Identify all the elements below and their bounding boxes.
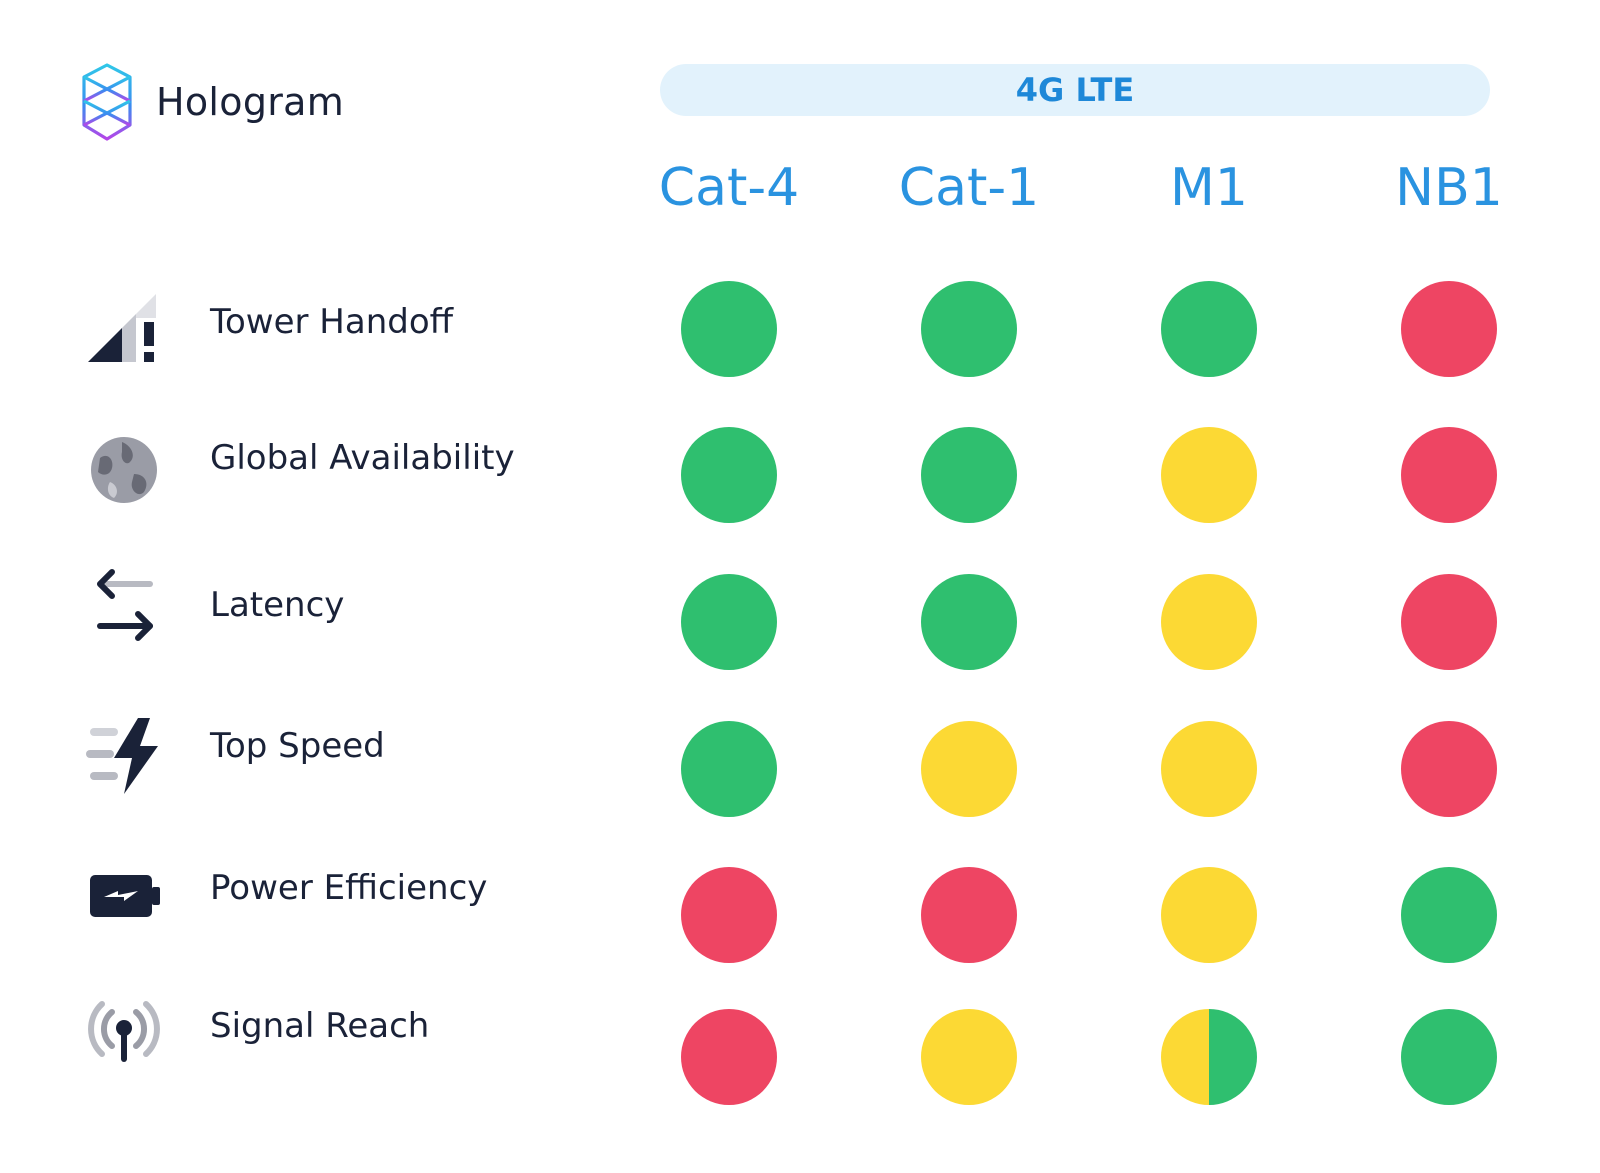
antenna-broadcast-icon bbox=[84, 992, 164, 1072]
rating-dot-red bbox=[1401, 721, 1497, 817]
row-label-tower-handoff: Tower Handoff bbox=[210, 302, 454, 342]
rating-dot-green bbox=[681, 427, 777, 523]
row-label-signal-reach: Signal Reach bbox=[210, 1006, 430, 1046]
rating-dot-yellow bbox=[1161, 867, 1257, 963]
signal-warning-icon bbox=[84, 288, 164, 368]
hologram-logo-icon bbox=[80, 62, 134, 142]
arrows-exchange-icon bbox=[84, 566, 164, 646]
rating-dot-yellow bbox=[1161, 427, 1257, 523]
row-label-global-availability: Global Availability bbox=[210, 438, 515, 478]
rating-dot-green bbox=[1401, 867, 1497, 963]
lightning-speed-icon bbox=[84, 716, 164, 796]
rating-dot-red bbox=[1401, 427, 1497, 523]
rating-dot-green bbox=[921, 574, 1017, 670]
technology-group-label: 4G LTE bbox=[1015, 71, 1135, 109]
rating-dot-red bbox=[681, 1009, 777, 1105]
rating-dot-yellow bbox=[1161, 721, 1257, 817]
rating-dot-green bbox=[681, 574, 777, 670]
rating-dot-red bbox=[681, 867, 777, 963]
row-label-top-speed: Top Speed bbox=[210, 726, 385, 766]
column-header-cat-4: Cat-4 bbox=[658, 158, 800, 218]
rating-dot-yellow bbox=[1161, 574, 1257, 670]
rating-dot-yellow bbox=[921, 721, 1017, 817]
rating-dot-yellow-green bbox=[1161, 1009, 1257, 1105]
row-label-latency: Latency bbox=[210, 585, 345, 625]
row-label-power-efficiency: Power Efficiency bbox=[210, 868, 488, 908]
rating-dot-red bbox=[921, 867, 1017, 963]
brand-logo: Hologram bbox=[80, 62, 344, 142]
rating-dot-green bbox=[1161, 281, 1257, 377]
technology-group-band: 4G LTE bbox=[660, 64, 1490, 116]
rating-dot-yellow bbox=[921, 1009, 1017, 1105]
column-header-m1: M1 bbox=[1170, 158, 1248, 218]
rating-dot-red bbox=[1401, 281, 1497, 377]
rating-dot-green bbox=[1401, 1009, 1497, 1105]
rating-dot-red bbox=[1401, 574, 1497, 670]
column-header-nb1: NB1 bbox=[1395, 158, 1503, 218]
rating-dot-green bbox=[921, 427, 1017, 523]
globe-icon bbox=[84, 430, 164, 510]
battery-charging-icon bbox=[84, 857, 164, 937]
rating-dot-green bbox=[681, 281, 777, 377]
rating-dot-green bbox=[921, 281, 1017, 377]
rating-dot-green bbox=[681, 721, 777, 817]
column-header-cat-1: Cat-1 bbox=[898, 158, 1040, 218]
brand-name: Hologram bbox=[156, 80, 345, 124]
